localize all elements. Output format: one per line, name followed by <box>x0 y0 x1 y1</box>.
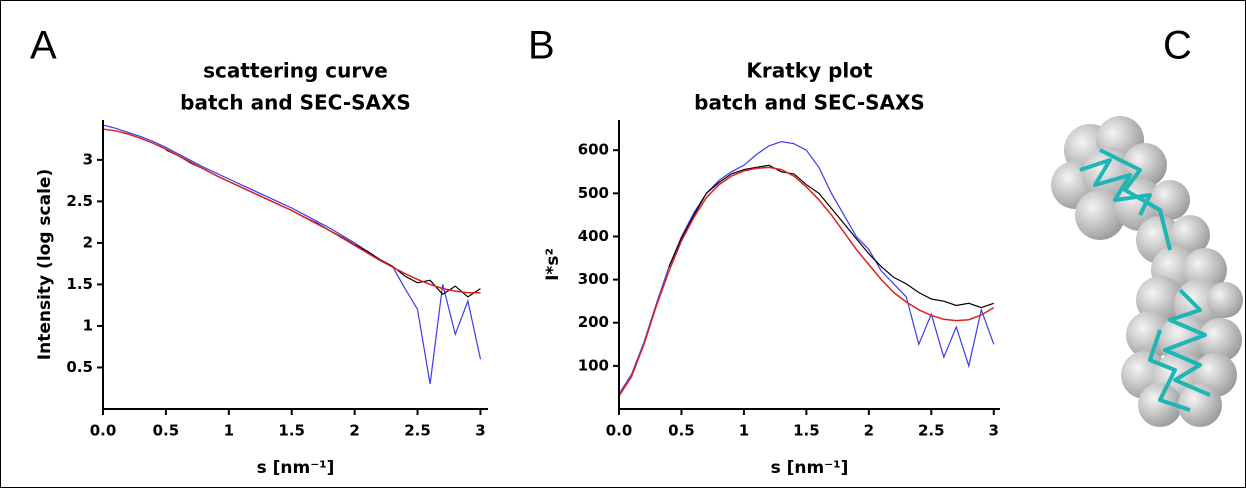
panel-label: C <box>1163 24 1192 68</box>
y-tick-label: 0.5 <box>66 358 93 376</box>
x-tick-label: 0.5 <box>668 422 695 440</box>
y-tick-label: 2.5 <box>66 192 93 210</box>
y-tick-label: 600 <box>578 141 609 159</box>
y-tick-label: 300 <box>578 270 609 288</box>
panel-label: B <box>528 24 555 68</box>
y-tick-label: 2 <box>83 233 93 251</box>
x-axis-label: s [nm⁻¹] <box>771 458 849 478</box>
x-tick-label: 2.5 <box>918 422 945 440</box>
x-tick-label: 1.5 <box>793 422 820 440</box>
data-line <box>102 128 481 294</box>
data-line <box>618 166 995 397</box>
y-tick-label: 200 <box>578 313 609 331</box>
y-tick-label: 1.5 <box>66 275 93 293</box>
panel-label: A <box>30 24 57 68</box>
x-tick-label: 3 <box>989 422 999 440</box>
y-tick-label: 500 <box>578 184 609 202</box>
x-tick-label: 0.0 <box>90 422 117 440</box>
x-tick-label: 1.5 <box>278 422 305 440</box>
y-tick-label: 3 <box>83 150 93 168</box>
data-line <box>618 140 995 395</box>
structure <box>1051 116 1243 427</box>
x-tick-label: 3 <box>475 422 485 440</box>
x-tick-label: 0.5 <box>153 422 180 440</box>
x-tick-label: 2 <box>864 422 874 440</box>
chart-title: Kratky plot <box>746 59 873 83</box>
chart-subtitle: batch and SEC-SAXS <box>694 91 925 115</box>
x-tick-label: 1 <box>224 422 234 440</box>
x-tick-label: 2 <box>349 422 359 440</box>
y-axis-label: Intensity (log scale) <box>35 169 55 360</box>
chart-title: scattering curve <box>203 59 388 83</box>
x-axis-label: s [nm⁻¹] <box>257 458 335 478</box>
y-axis-label: I*s² <box>543 248 563 281</box>
chart-subtitle: batch and SEC-SAXS <box>180 91 411 115</box>
y-tick-label: 1 <box>83 316 93 334</box>
x-tick-label: 2.5 <box>404 422 431 440</box>
y-tick-label: 100 <box>578 356 609 374</box>
y-tick-label: 400 <box>578 227 609 245</box>
x-tick-label: 1 <box>739 422 749 440</box>
data-line <box>102 124 482 385</box>
x-tick-label: 0.0 <box>606 422 633 440</box>
data-line <box>668 164 994 309</box>
